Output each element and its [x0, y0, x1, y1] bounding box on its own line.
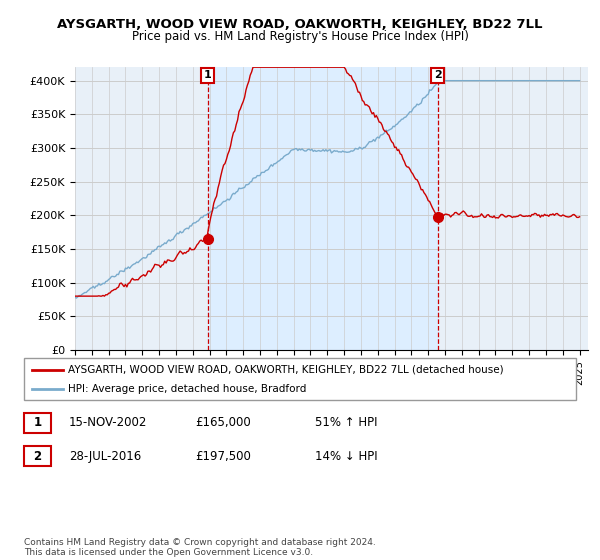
Text: £197,500: £197,500 — [195, 450, 251, 463]
Text: Contains HM Land Registry data © Crown copyright and database right 2024.
This d: Contains HM Land Registry data © Crown c… — [24, 538, 376, 557]
Text: 1: 1 — [34, 416, 41, 430]
Text: HPI: Average price, detached house, Bradford: HPI: Average price, detached house, Brad… — [68, 384, 307, 394]
Text: AYSGARTH, WOOD VIEW ROAD, OAKWORTH, KEIGHLEY, BD22 7LL (detached house): AYSGARTH, WOOD VIEW ROAD, OAKWORTH, KEIG… — [68, 365, 504, 375]
Text: 1: 1 — [203, 71, 211, 80]
Text: AYSGARTH, WOOD VIEW ROAD, OAKWORTH, KEIGHLEY, BD22 7LL: AYSGARTH, WOOD VIEW ROAD, OAKWORTH, KEIG… — [57, 18, 543, 31]
Text: 2: 2 — [34, 450, 41, 463]
Text: 2: 2 — [434, 71, 442, 80]
Text: 28-JUL-2016: 28-JUL-2016 — [69, 450, 141, 463]
Text: 15-NOV-2002: 15-NOV-2002 — [69, 416, 148, 430]
Text: Price paid vs. HM Land Registry's House Price Index (HPI): Price paid vs. HM Land Registry's House … — [131, 30, 469, 43]
Text: 51% ↑ HPI: 51% ↑ HPI — [315, 416, 377, 430]
Text: £165,000: £165,000 — [195, 416, 251, 430]
FancyBboxPatch shape — [24, 358, 576, 400]
Bar — [208, 67, 437, 350]
Text: 14% ↓ HPI: 14% ↓ HPI — [315, 450, 377, 463]
